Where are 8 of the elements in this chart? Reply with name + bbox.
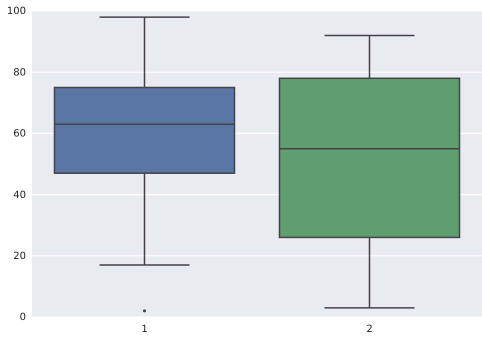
x-tick-label: 1 xyxy=(141,324,148,336)
y-tick-label: 0 xyxy=(20,312,26,324)
y-tick-label: 60 xyxy=(13,128,26,140)
y-tick-label: 20 xyxy=(13,251,26,262)
y-tick-label: 100 xyxy=(6,6,26,18)
x-tick-label: 2 xyxy=(366,324,373,336)
y-tick-label: 40 xyxy=(13,190,26,201)
y-tick-label: 80 xyxy=(13,67,26,78)
